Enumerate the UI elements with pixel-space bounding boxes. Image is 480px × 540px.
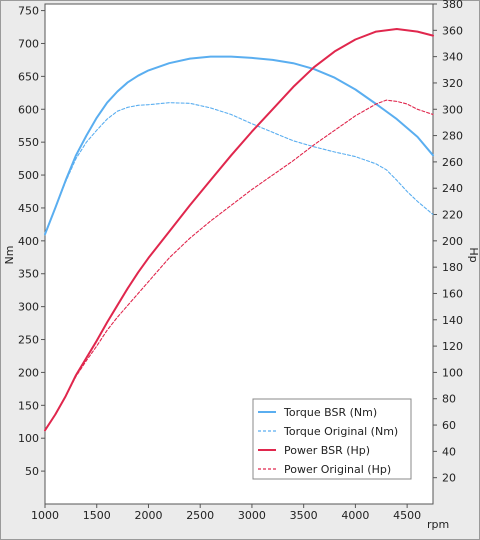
- y-right-tick-label: 340: [442, 51, 463, 64]
- y-right-tick-label: 80: [442, 393, 456, 406]
- y-right-tick-label: 260: [442, 156, 463, 169]
- y-right-tick-label: 280: [442, 130, 463, 143]
- legend-label-power-bsr-hp: Power BSR (Hp): [284, 444, 370, 457]
- y-right-tick-label: 360: [442, 24, 463, 37]
- y-left-tick-label: 400: [18, 235, 39, 248]
- legend-label-torque-bsr-nm: Torque BSR (Nm): [283, 406, 377, 419]
- y-right-tick-label: 380: [442, 0, 463, 11]
- x-tick-label: 3000: [238, 509, 266, 522]
- x-tick-label: 3500: [290, 509, 318, 522]
- y-axis-right-label: Hp: [467, 247, 480, 262]
- series-line-power-original-hp: [44, 99, 434, 431]
- y-right-tick-label: 60: [442, 419, 456, 432]
- legend: Torque BSR (Nm) Torque Original (Nm) Power…: [252, 398, 412, 480]
- y-left-tick-label: 450: [18, 202, 39, 215]
- x-tick-label: 1500: [83, 509, 111, 522]
- y-right-tick-label: 320: [442, 77, 463, 90]
- y-left-tick-label: 200: [18, 366, 39, 379]
- legend-items: Torque BSR (Nm) Torque Original (Nm) Power…: [258, 406, 398, 476]
- y-left-tick-label: 600: [18, 103, 39, 116]
- y-right-tick-label: 160: [442, 287, 463, 300]
- y-right-tick-label: 20: [442, 472, 456, 485]
- y-right-tick-label: 100: [442, 366, 463, 379]
- x-tick-label: 2500: [186, 509, 214, 522]
- x-tick-label: 4000: [341, 509, 369, 522]
- legend-box: [252, 398, 412, 480]
- y-left-tick-label: 150: [18, 399, 39, 412]
- series-line-torque-original-nm: [44, 102, 434, 235]
- y-left-tick-label: 250: [18, 334, 39, 347]
- y-right-tick-label: 200: [442, 235, 463, 248]
- x-axis-label: rpm: [427, 518, 449, 531]
- series-line-torque-bsr-nm: [44, 55, 434, 236]
- x-tick-label: 2000: [134, 509, 162, 522]
- series-layer: [44, 28, 434, 432]
- y-right-tick-label: 180: [442, 261, 463, 274]
- series-line-power-bsr-hp: [44, 28, 434, 432]
- x-tick-label: 1000: [31, 509, 59, 522]
- y-right-tick-label: 300: [442, 103, 463, 116]
- y-left-tick-label: 700: [18, 37, 39, 50]
- y-right-tick-label: 120: [442, 340, 463, 353]
- y-left-tick-label: 100: [18, 432, 39, 445]
- legend-label-power-original-hp: Power Original (Hp): [284, 463, 391, 476]
- y-right-tick-label: 140: [442, 314, 463, 327]
- legend-label-torque-original-nm: Torque Original (Nm): [283, 425, 398, 438]
- y-right-tick-label: 240: [442, 182, 463, 195]
- y-left-tick-label: 550: [18, 136, 39, 149]
- y-left-tick-label: 350: [18, 268, 39, 281]
- y-left-tick-label: 50: [25, 465, 39, 478]
- y-axis-left-label: Nm: [3, 246, 16, 265]
- axes-layer: 1000 1500 2000 2500 3000 3500 4000 4500 50 100 150…: [18, 0, 463, 522]
- y-left-tick-label: 500: [18, 169, 39, 182]
- y-left-tick-label: 650: [18, 70, 39, 83]
- y-right-tick-label: 220: [442, 209, 463, 222]
- y-right-tick-label: 40: [442, 445, 456, 458]
- y-left-tick-label: 750: [18, 5, 39, 18]
- y-left-tick-label: 300: [18, 301, 39, 314]
- x-tick-label: 4500: [393, 509, 421, 522]
